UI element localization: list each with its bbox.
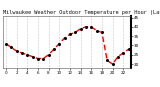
Text: Milwaukee Weather Outdoor Temperature per Hour (Last 24 Hours): Milwaukee Weather Outdoor Temperature pe… [3,10,160,15]
